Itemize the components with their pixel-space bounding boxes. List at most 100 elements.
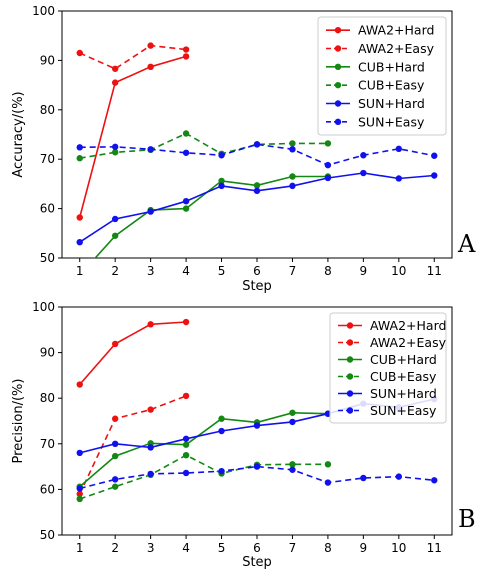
data-point-cub-hard	[289, 173, 296, 180]
data-point-sun-hard	[253, 422, 261, 429]
data-point-cub-easy	[182, 130, 190, 137]
y-tick-label: 80	[40, 103, 55, 117]
series-line-awa2-hard	[78, 55, 187, 218]
y-tick-label: 50	[40, 251, 55, 265]
legend-label-sun-easy: SUN+Easy	[358, 114, 425, 129]
y-tick-label: 60	[40, 202, 55, 216]
data-point-sun-easy	[289, 466, 296, 473]
data-point-sun-hard	[360, 169, 367, 177]
legend-marker-sun-easy	[334, 118, 342, 126]
data-point-sun-easy	[218, 467, 225, 475]
x-tick-label: 9	[360, 541, 368, 555]
data-point-sun-hard	[431, 172, 438, 179]
x-tick-label: 4	[182, 264, 190, 278]
data-point-awa2-easy	[111, 415, 119, 422]
legend-label-sun-hard: SUN+Hard	[358, 96, 425, 111]
data-point-sun-hard	[289, 418, 296, 426]
data-point-sun-easy	[395, 145, 403, 153]
data-point-awa2-easy	[111, 65, 119, 72]
series-line-sun-easy	[79, 143, 435, 166]
series-line-awa2-easy	[79, 44, 187, 70]
data-point-awa2-easy	[147, 42, 154, 49]
series-line-awa2-easy	[78, 395, 187, 495]
legend-label-cub-hard: CUB+Hard	[370, 352, 437, 367]
data-point-sun-easy	[324, 161, 332, 169]
data-point-cub-easy	[111, 483, 119, 490]
data-point-sun-easy	[360, 152, 367, 159]
data-point-awa2-easy	[147, 406, 154, 413]
legend: AWA2+Hard AWA2+Easy CUB+Hard CUB+Easy SUN+Ha…	[329, 312, 447, 424]
data-point-cub-hard	[253, 182, 261, 189]
plot-area	[76, 318, 438, 503]
x-tick-label: 3	[147, 264, 155, 278]
y-tick-label: 80	[40, 391, 55, 405]
legend-marker-cub-hard	[334, 63, 342, 71]
series-line-awa2-hard	[79, 321, 187, 386]
data-point-sun-hard	[289, 182, 296, 190]
legend-marker-cub-hard	[346, 356, 354, 363]
y-axis-label: Precision/(%)	[11, 379, 26, 464]
x-tick-label: 7	[289, 541, 297, 555]
data-point-awa2-hard	[182, 318, 190, 326]
panel-letter: B	[458, 505, 476, 533]
data-point-sun-easy	[111, 143, 119, 151]
x-tick-label: 11	[427, 541, 442, 555]
data-point-sun-hard	[253, 187, 261, 195]
x-tick-label: 5	[218, 541, 226, 555]
legend-label-awa2-hard: AWA2+Hard	[358, 23, 434, 38]
series-line-sun-easy	[79, 465, 435, 490]
x-tick-label: 3	[147, 541, 155, 555]
data-point-cub-easy	[324, 461, 332, 468]
data-point-sun-easy	[431, 477, 438, 484]
data-point-cub-hard	[289, 409, 296, 416]
x-tick-label: 6	[253, 541, 261, 555]
legend-label-awa2-easy: AWA2+Easy	[370, 335, 447, 350]
x-tick-label: 2	[111, 541, 119, 555]
data-point-sun-hard	[111, 440, 119, 447]
y-axis-label: Accuracy/(%)	[11, 91, 26, 177]
data-point-sun-easy	[147, 470, 154, 478]
data-point-cub-hard	[182, 441, 190, 448]
data-point-awa2-easy	[182, 46, 190, 53]
y-tick-label: 100	[32, 4, 55, 18]
x-axis-label: Step	[242, 279, 272, 294]
data-point-sun-easy	[147, 146, 154, 153]
data-point-awa2-hard	[111, 79, 119, 86]
legend-marker-awa2-hard	[334, 26, 342, 34]
data-point-sun-easy	[431, 152, 438, 159]
x-tick-label: 9	[360, 264, 368, 278]
legend-marker-awa2-easy	[334, 45, 342, 52]
x-tick-label: 8	[324, 541, 332, 555]
data-point-cub-hard	[182, 205, 190, 212]
legend-marker-sun-hard	[346, 390, 354, 397]
data-point-cub-hard	[111, 452, 119, 460]
x-tick-label: 10	[391, 264, 406, 278]
data-point-cub-easy	[76, 155, 83, 162]
legend-box	[329, 312, 447, 424]
data-point-sun-easy	[324, 479, 332, 486]
series-line-cub-easy	[79, 454, 328, 500]
panel-letter: A	[457, 230, 476, 258]
series-line-cub-hard	[94, 175, 328, 258]
y-tick-label: 70	[40, 152, 55, 166]
legend-marker-awa2-easy	[346, 339, 354, 346]
legend: AWA2+Hard AWA2+Easy CUB+Hard CUB+Easy SUN+Ha…	[317, 16, 447, 136]
x-tick-label: 6	[253, 264, 261, 278]
data-point-sun-easy	[182, 149, 190, 156]
data-point-cub-hard	[111, 232, 119, 239]
data-point-cub-easy	[289, 461, 296, 468]
data-point-sun-hard	[111, 215, 119, 223]
x-tick-label: 4	[182, 541, 190, 555]
data-point-awa2-hard	[111, 340, 119, 348]
x-tick-label: 2	[111, 264, 119, 278]
data-point-sun-hard	[182, 435, 190, 442]
y-tick-label: 100	[32, 300, 55, 314]
data-point-sun-easy	[111, 476, 119, 483]
legend-label-cub-easy: CUB+Easy	[370, 369, 437, 384]
legend-marker-awa2-hard	[346, 322, 354, 329]
data-point-sun-hard	[147, 444, 154, 451]
data-point-sun-easy	[182, 469, 190, 477]
data-point-awa2-hard	[147, 63, 154, 71]
data-point-sun-hard	[147, 208, 154, 215]
